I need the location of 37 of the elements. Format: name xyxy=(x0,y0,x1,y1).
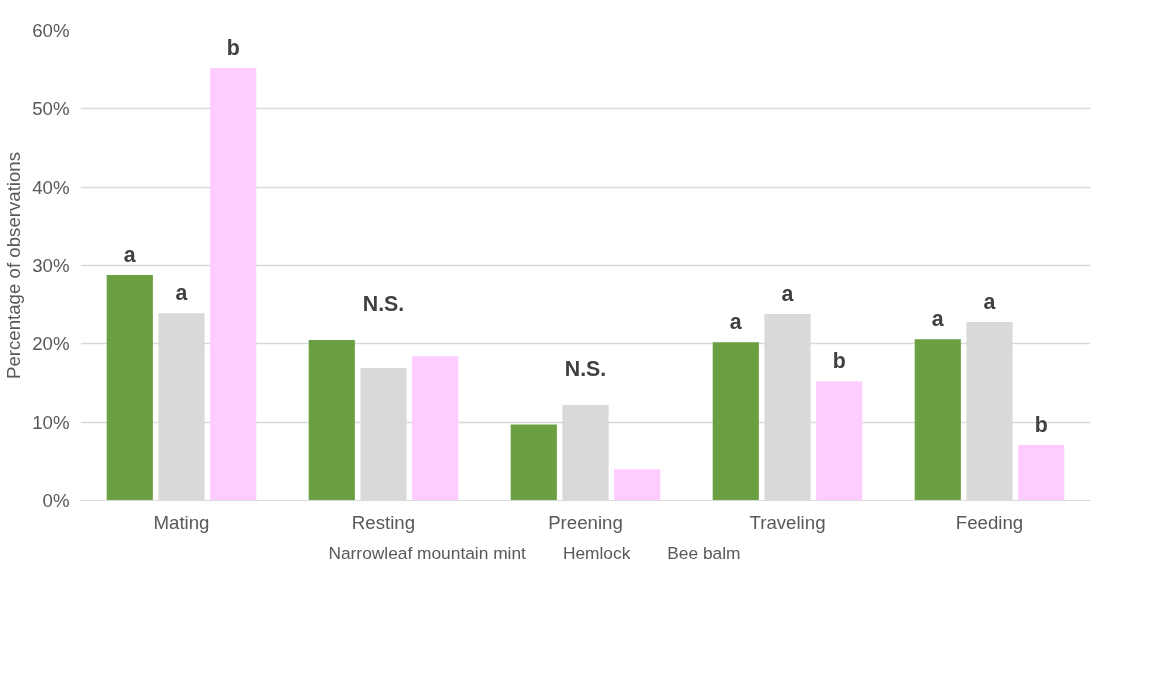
y-tick-label: 30% xyxy=(32,255,70,276)
annotation: a xyxy=(123,242,136,267)
annotation: N.S. xyxy=(362,291,405,316)
y-axis-title: Percentage of observations xyxy=(3,151,25,380)
x-tick-label: Mating xyxy=(153,511,210,533)
annotation: N.S. xyxy=(564,356,607,381)
annotation: a xyxy=(175,281,188,306)
text: Bee balm xyxy=(667,542,741,564)
x-tick-label: Traveling xyxy=(749,511,826,533)
x-tick-label: Preening xyxy=(548,511,623,533)
bar xyxy=(914,339,961,501)
bar xyxy=(1018,444,1065,501)
x-tick-label: Feeding xyxy=(955,511,1024,533)
annotation: a xyxy=(781,282,794,307)
y-tick-label: 40% xyxy=(32,176,70,198)
text: Hemlock xyxy=(562,542,631,564)
annotation: b xyxy=(832,349,846,374)
annotation: a xyxy=(931,307,944,332)
y-tick-label: 0% xyxy=(42,490,70,511)
y-tick-label: 20% xyxy=(32,333,70,355)
annotation: b xyxy=(226,36,240,61)
bar xyxy=(614,469,661,501)
bar xyxy=(816,381,863,501)
bar xyxy=(510,424,557,501)
annotation: a xyxy=(729,310,742,335)
bar xyxy=(308,339,355,501)
bar xyxy=(712,342,759,501)
y-tick-label: 50% xyxy=(32,98,70,120)
y-tick-label: 60% xyxy=(32,20,70,41)
bar xyxy=(106,274,153,501)
x-tick-label: Resting xyxy=(351,511,416,533)
text: Narrowleaf mountain mint xyxy=(328,542,526,564)
bar xyxy=(412,356,459,501)
bar xyxy=(210,68,257,501)
y-tick-label: 10% xyxy=(32,411,70,433)
annotation: b xyxy=(1034,412,1048,437)
annotation: a xyxy=(983,289,996,314)
